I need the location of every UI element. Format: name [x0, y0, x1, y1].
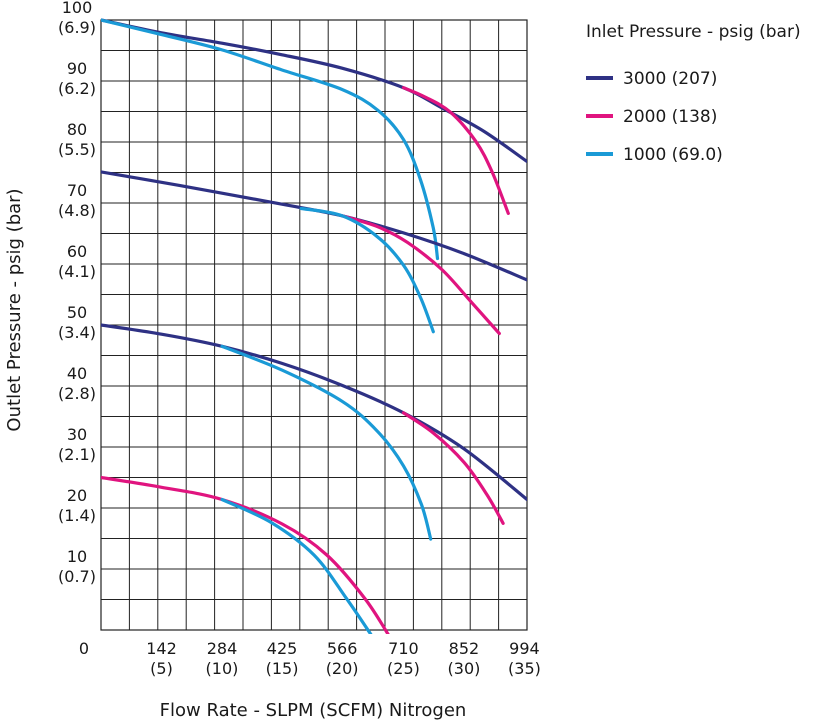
y-tick-label: 20: [67, 486, 87, 505]
legend-entry-1000: 1000 (69.0): [586, 145, 723, 165]
series-line-2000-setpoint-50: [401, 411, 505, 525]
x-tick-label: 852: [449, 639, 480, 658]
y-tick-sublabel: (2.1): [58, 445, 96, 464]
legend: Inlet Pressure - psig (bar) 3000 (207) 2…: [586, 22, 801, 165]
y-tick-sublabel: (5.5): [58, 140, 96, 159]
series-line-1000-setpoint-50: [220, 344, 433, 541]
y-tick-sublabel: (6.2): [58, 79, 96, 98]
series-line-1000-setpoint-100: [101, 18, 440, 261]
series-line-3000-setpoint-100: [101, 18, 527, 164]
series-line-3000-setpoint-50: [101, 323, 527, 502]
x-tick-sublabel: (30): [448, 659, 481, 678]
legend-entry-2000: 2000 (138): [586, 107, 717, 127]
x-tick-labels: 0 142(5)284(10)425(15)566(20)710(25)852(3…: [79, 639, 541, 678]
y-tick-label: 90: [67, 59, 87, 78]
series-line-2000-setpoint-100: [401, 86, 510, 215]
y-tick-sublabel: (1.4): [58, 506, 96, 525]
y-tick-sublabel: (6.9): [58, 18, 96, 37]
y-tick-sublabel: (4.1): [58, 262, 96, 281]
x-tick-label: 710: [388, 639, 419, 658]
legend-title: Inlet Pressure - psig (bar): [586, 22, 801, 42]
y-tick-label: 100: [62, 0, 93, 17]
x-tick-sublabel: (20): [326, 659, 359, 678]
y-tick-label: 60: [67, 242, 87, 261]
x-tick-sublabel: (5): [150, 659, 173, 678]
y-axis-title: Outlet Pressure - psig (bar): [4, 188, 25, 431]
y-tick-sublabel: (3.4): [58, 323, 96, 342]
grid: [101, 20, 527, 630]
y-tick-sublabel: (2.8): [58, 384, 96, 403]
y-tick-label: 50: [67, 303, 87, 322]
y-tick-label: 10: [67, 547, 87, 566]
y-tick-label: 80: [67, 120, 87, 139]
series-line-2000-setpoint-25: [101, 475, 390, 634]
x-tick-label: 994: [509, 639, 540, 658]
x-tick-label: 284: [207, 639, 238, 658]
legend-entry-3000: 3000 (207): [586, 69, 717, 89]
legend-label: 2000 (138): [623, 107, 717, 127]
y-tick-label: 40: [67, 364, 87, 383]
y-tick-sublabel: (4.8): [58, 201, 96, 220]
x-tick-sublabel: (25): [387, 659, 420, 678]
x-axis-title: Flow Rate - SLPM (SCFM) Nitrogen: [160, 700, 467, 721]
y-tick-labels: 100(6.9) 90(6.2) 80(5.5) 70(4.8) 60(4.1) 50(3…: [58, 0, 96, 586]
series-line-1000-setpoint-25: [220, 497, 373, 634]
y-tick-label: 30: [67, 425, 87, 444]
x-tick-sublabel: (10): [206, 659, 239, 678]
y-tick-sublabel: (0.7): [58, 567, 96, 586]
x-tick-label: 0: [79, 639, 89, 658]
series-lines: [101, 18, 527, 634]
x-tick-sublabel: (35): [508, 659, 541, 678]
x-tick-label: 142: [146, 639, 177, 658]
series-line-2000-setpoint-75: [340, 214, 501, 336]
y-tick-label: 70: [67, 181, 87, 200]
legend-label: 3000 (207): [623, 69, 717, 89]
x-tick-sublabel: (15): [266, 659, 299, 678]
x-tick-label: 566: [327, 639, 358, 658]
legend-label: 1000 (69.0): [623, 145, 723, 165]
x-tick-label: 425: [267, 639, 298, 658]
series-line-1000-setpoint-75: [299, 206, 435, 334]
